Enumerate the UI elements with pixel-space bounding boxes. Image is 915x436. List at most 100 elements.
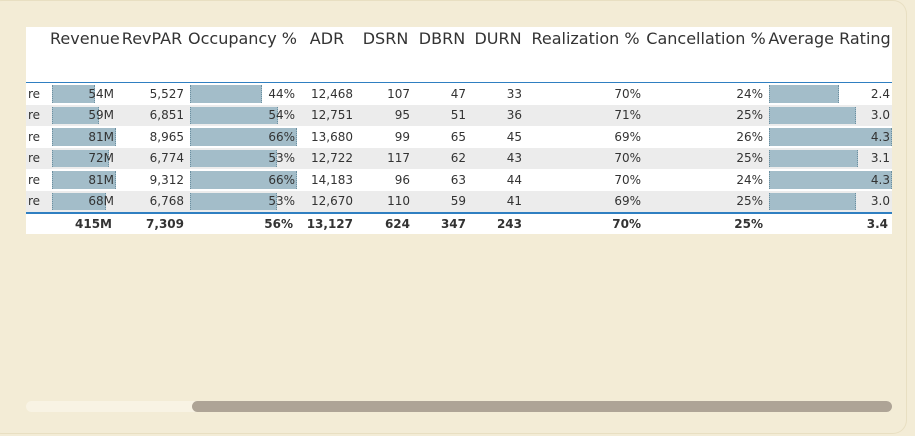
revenue-value: 81M: [88, 172, 114, 187]
revenue-data-bar: [52, 85, 95, 103]
cell-revenue: 59M: [50, 104, 116, 126]
cell-rating: 4.3: [767, 126, 892, 148]
table-row[interactable]: re 54M 5,527 44% 12,468 107 47 33 70% 24% 2.4: [26, 83, 892, 105]
cell-durn: 33: [506, 86, 522, 101]
table-row[interactable]: re 72M 6,774 53% 12,722 117 62 43 70% 25% 3.1: [26, 147, 892, 169]
total-dbrn: 347: [414, 212, 470, 234]
table-row[interactable]: re 81M 8,965 66% 13,680 99 65 45 69% 26% 4.3: [26, 126, 892, 148]
occupancy-data-bar: [190, 128, 297, 146]
cell-revpar: 6,851: [116, 104, 188, 126]
occupancy-data-bar: [190, 149, 277, 167]
cell-cancellation: 24%: [736, 86, 763, 101]
occupancy-value: 66%: [268, 172, 295, 187]
cell-realization: 70%: [526, 147, 645, 169]
cell-revenue: 68M: [50, 190, 116, 213]
cell-dbrn: 62: [414, 147, 470, 169]
cell-cancellation: 25%: [645, 190, 767, 213]
cell-occupancy: 53%: [188, 190, 297, 213]
cell-dsrn: 99: [394, 129, 410, 144]
cell-durn: 36: [470, 104, 526, 126]
total-occupancy: 56%: [188, 212, 297, 234]
cell-revpar: 9,312: [149, 172, 184, 187]
table-row[interactable]: re 59M 6,851 54% 12,751 95 51 36 71% 25% 3.0: [26, 104, 892, 126]
rating-value: 2.4: [870, 86, 890, 101]
cell-name: re: [28, 129, 41, 144]
cell-cancellation: 25%: [645, 147, 767, 169]
cell-rating: 4.3: [767, 169, 892, 191]
horizontal-scrollbar-thumb[interactable]: [192, 401, 892, 412]
cell-dbrn: 65: [450, 129, 466, 144]
column-header-dsrn[interactable]: DSRN: [357, 27, 414, 83]
total-cancellation: 25%: [645, 212, 767, 234]
revenue-value: 72M: [88, 151, 114, 166]
cell-revpar: 6,768: [116, 190, 188, 213]
rating-data-bar: [769, 192, 856, 210]
rating-data-bar: [769, 171, 892, 189]
rating-value: 3.1: [870, 151, 890, 166]
occupancy-value: 53%: [268, 151, 295, 166]
cell-revenue: 81M: [50, 126, 116, 148]
total-revenue: 415M: [50, 212, 116, 234]
cell-revenue: 81M: [50, 169, 116, 191]
occupancy-data-bar: [190, 85, 262, 103]
cell-name: re: [28, 86, 41, 101]
revenue-value: 68M: [88, 194, 114, 209]
cell-cancellation: 25%: [645, 104, 767, 126]
column-header-durn[interactable]: DURN: [470, 27, 526, 83]
rating-value: 4.3: [870, 172, 890, 187]
column-header-dbrn[interactable]: DBRN: [414, 27, 470, 83]
column-header-cancellation[interactable]: Cancellation %: [645, 27, 767, 83]
column-header-revpar[interactable]: RevPAR: [116, 27, 188, 83]
total-durn: 243: [470, 212, 526, 234]
revenue-value: 59M: [88, 108, 114, 123]
cell-dsrn: 96: [394, 172, 410, 187]
column-header-revenue[interactable]: Revenue: [50, 27, 120, 83]
totals-row: 415M 7,309 56% 13,127 624 347 243 70% 25…: [26, 212, 892, 234]
cell-dsrn: 110: [357, 190, 414, 213]
cell-dsrn: 107: [387, 86, 410, 101]
cell-revenue: 72M: [50, 147, 116, 169]
cell-name: re: [28, 172, 41, 187]
occupancy-data-bar: [190, 171, 297, 189]
cell-durn: 44: [506, 172, 522, 187]
cell-rating: 3.0: [767, 190, 892, 213]
occupancy-data-bar: [190, 106, 278, 124]
cell-durn: 41: [470, 190, 526, 213]
cell-realization: 69%: [614, 129, 641, 144]
cell-name: re: [26, 104, 50, 126]
revenue-data-bar: [52, 128, 116, 146]
table-row[interactable]: re 68M 6,768 53% 12,670 110 59 41 69% 25% 3.0: [26, 190, 892, 213]
revenue-data-bar: [52, 192, 106, 210]
rating-data-bar: [769, 106, 856, 124]
rating-value: 3.0: [870, 194, 890, 209]
column-header-category[interactable]: [26, 27, 50, 83]
data-table: Revenue RevPAR Occupancy % ADR DSRN DBRN…: [26, 27, 892, 234]
cell-dbrn: 63: [450, 172, 466, 187]
cell-realization: 69%: [526, 190, 645, 213]
cell-rating: 3.0: [767, 104, 892, 126]
column-header-adr[interactable]: ADR: [297, 27, 357, 83]
column-header-average-rating[interactable]: Average Rating: [767, 27, 892, 83]
cell-realization: 71%: [526, 104, 645, 126]
occupancy-data-bar: [190, 192, 277, 210]
cell-adr: 12,670: [297, 190, 357, 213]
table-row[interactable]: re 81M 9,312 66% 14,183 96 63 44 70% 24% 4.3: [26, 169, 892, 191]
cell-adr: 12,722: [297, 147, 357, 169]
column-header-occupancy[interactable]: Occupancy %: [188, 27, 297, 83]
rating-value: 4.3: [870, 129, 890, 144]
cell-revpar: 8,965: [149, 129, 184, 144]
total-realization: 70%: [526, 212, 645, 234]
occupancy-value: 66%: [268, 129, 295, 144]
revenue-value: 81M: [88, 129, 114, 144]
cell-revpar: 5,527: [149, 86, 184, 101]
total-revpar: 7,309: [116, 212, 188, 234]
total-dsrn: 624: [357, 212, 414, 234]
rating-data-bar: [769, 85, 839, 103]
rating-data-bar: [769, 128, 892, 146]
occupancy-value: 44%: [268, 86, 295, 101]
total-average-rating: 3.4: [767, 212, 892, 234]
cell-occupancy: 66%: [188, 169, 297, 191]
revenue-data-bar: [52, 149, 109, 167]
cell-dbrn: 59: [414, 190, 470, 213]
column-header-realization[interactable]: Realization %: [526, 27, 645, 83]
